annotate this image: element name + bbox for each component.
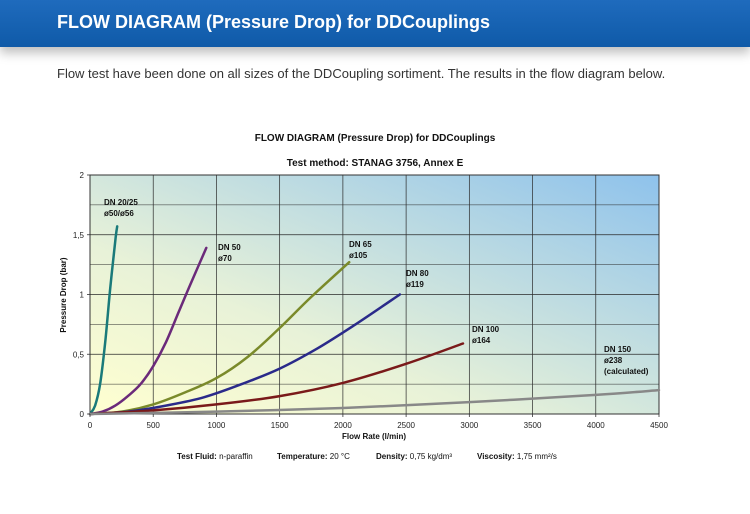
x-tick-label: 0 bbox=[88, 421, 93, 430]
chart-title: FLOW DIAGRAM (Pressure Drop) for DDCoupl… bbox=[255, 133, 496, 144]
x-tick-label: 3500 bbox=[524, 421, 542, 430]
ticks: 0 500 1000 1500 2000 2500 3000 3500 4000 4500 0 0,5… bbox=[73, 171, 669, 430]
series-line-dn-65 bbox=[88, 260, 351, 416]
y-tick-label: 0 bbox=[80, 410, 85, 419]
series-label-dn-50: DN 50 ø70 bbox=[218, 243, 241, 263]
series-line-dn-100 bbox=[88, 342, 465, 416]
y-tick-label: 1 bbox=[80, 291, 85, 300]
intro-text: Flow test have been done on all sizes of… bbox=[57, 66, 666, 81]
x-tick-label: 4500 bbox=[650, 421, 668, 430]
series-line-dn-150 bbox=[88, 388, 661, 416]
test-condition: Viscosity: 1,75 mm²/s bbox=[477, 452, 557, 461]
series-labels: DN 20/25 ø50/ø56 DN 50 ø70 DN 65 ø105 DN 80 ø11… bbox=[104, 198, 649, 376]
series bbox=[88, 225, 661, 416]
x-tick-label: 3000 bbox=[460, 421, 478, 430]
x-tick-label: 2500 bbox=[397, 421, 415, 430]
test-conditions: Test Fluid: n-paraffin Temperature: 20 °C… bbox=[177, 452, 557, 461]
x-tick-label: 500 bbox=[147, 421, 161, 430]
test-condition: Test Fluid: n-paraffin bbox=[177, 452, 253, 461]
series-line-dn-50 bbox=[88, 246, 208, 416]
series-label-dn-100: DN 100 ø164 bbox=[472, 325, 500, 345]
test-condition: Temperature: 20 °C bbox=[277, 452, 350, 461]
chart-subtitle: Test method: STANAG 3756, Annex E bbox=[287, 158, 464, 169]
series-label-dn-150: DN 150 ø238 (calculated) bbox=[604, 345, 649, 376]
series-label-dn-80: DN 80 ø119 bbox=[406, 269, 429, 289]
x-tick-label: 1000 bbox=[208, 421, 226, 430]
y-tick-label: 0,5 bbox=[73, 350, 85, 359]
series-line-dn-20-25 bbox=[88, 225, 119, 416]
x-axis-label: Flow Rate (l/min) bbox=[342, 432, 406, 441]
y-tick-label: 2 bbox=[80, 171, 85, 180]
x-tick-label: 2000 bbox=[334, 421, 352, 430]
page-title: FLOW DIAGRAM (Pressure Drop) for DDCoupl… bbox=[57, 12, 490, 32]
y-tick-label: 1,5 bbox=[73, 231, 85, 240]
test-condition: Density: 0,75 kg/dm³ bbox=[376, 452, 452, 461]
header-bar: FLOW DIAGRAM (Pressure Drop) for DDCoupl… bbox=[0, 0, 750, 47]
x-tick-label: 1500 bbox=[271, 421, 289, 430]
x-tick-label: 4000 bbox=[587, 421, 605, 430]
series-label-dn-20-25: DN 20/25 ø50/ø56 bbox=[104, 198, 138, 218]
series-label-dn-65: DN 65 ø105 bbox=[349, 240, 372, 260]
y-axis-label: Pressure Drop (bar) bbox=[59, 257, 68, 332]
